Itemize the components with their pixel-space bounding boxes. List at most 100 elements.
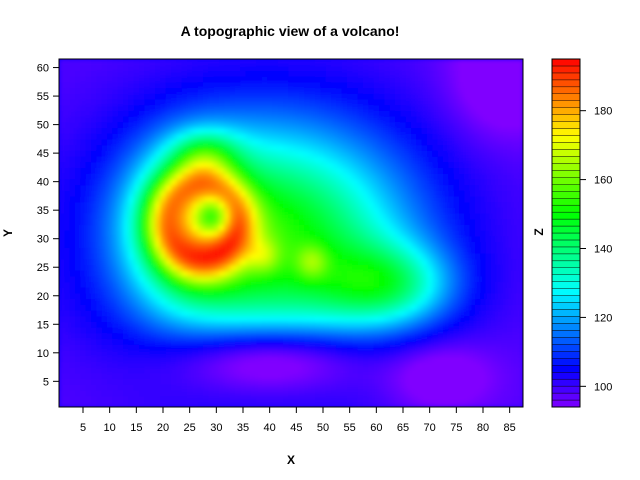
heatmap-cell [491,401,497,407]
heatmap-cell [75,252,81,260]
heatmap-cell [320,173,327,180]
heatmap-cell [85,207,92,214]
heatmap-cell [315,104,321,111]
heatmap-cell [293,87,300,94]
heatmap-cell [357,133,364,140]
heatmap-cell [331,395,337,402]
heatmap-cell [149,110,156,117]
heatmap-cell [384,367,391,374]
heatmap-cell [336,218,343,226]
heatmap-cell [491,224,497,231]
heatmap-cell [480,304,487,311]
heatmap-cell [187,195,193,203]
heatmap-cell [373,292,380,300]
heatmap-cell [203,298,209,305]
heatmap-cell [277,241,284,248]
heatmap-cell [235,87,241,94]
heatmap-cell [117,395,124,402]
heatmap-cell [309,247,316,254]
heatmap-cell [432,161,439,168]
heatmap-cell [405,70,412,77]
heatmap-cell [389,70,396,77]
heatmap-cell [165,167,172,174]
heatmap-cell [139,127,145,134]
heatmap-cell [149,133,156,140]
heatmap-cell [245,178,252,186]
heatmap-cell [128,195,135,203]
heatmap-cell [224,378,231,385]
heatmap-cell [299,133,305,140]
heatmap-cell [256,201,263,208]
heatmap-cell [240,287,247,294]
heatmap-cell [176,401,183,407]
heatmap-cell [315,247,321,254]
heatmap-cell [293,332,300,340]
heatmap-cell [480,315,487,323]
heatmap-cell [75,104,81,111]
heatmap-cell [485,155,492,163]
heatmap-cell [160,338,167,345]
heatmap-cell [91,116,97,123]
heatmap-cell [85,241,92,248]
heatmap-cell [208,64,215,71]
heatmap-cell [459,178,465,186]
heatmap-cell [176,207,183,214]
heatmap-cell [459,104,465,111]
heatmap-cell [160,70,167,77]
heatmap-cell [155,70,161,77]
heatmap-cell [480,195,487,203]
heatmap-cell [427,230,433,237]
heatmap-cell [363,252,369,260]
heatmap-cell [315,275,321,283]
heatmap-cell [91,315,97,323]
heatmap-cell [379,315,385,323]
heatmap-cell [272,150,279,157]
heatmap-cell [395,218,401,226]
heatmap-cell [187,59,193,66]
heatmap-cell [416,207,423,214]
heatmap-cell [368,315,375,323]
heatmap-cell [421,315,428,323]
heatmap-cell [123,184,129,191]
heatmap-cell [309,287,316,294]
heatmap-cell [325,304,332,311]
heatmap-cell [288,138,295,146]
heatmap-cell [448,355,455,362]
heatmap-cell [219,349,225,357]
heatmap-cell [176,93,183,100]
heatmap-cell [224,264,231,271]
heatmap-cell [347,264,353,271]
heatmap-cell [331,116,337,123]
heatmap-cell [363,59,369,66]
heatmap-cell [283,292,289,300]
heatmap-cell [187,155,193,163]
heatmap-cell [277,252,284,260]
heatmap-cell [304,76,311,83]
heatmap-cell [267,201,273,208]
heatmap-cell [187,281,193,288]
heatmap-cell [112,384,119,391]
heatmap-cell [69,338,76,345]
heatmap-cell [181,389,188,397]
heatmap-cell [336,87,343,94]
heatmap-cell [69,116,76,123]
heatmap-cell [165,173,172,180]
heatmap-cell [331,207,337,214]
heatmap-cell [325,173,332,180]
heatmap-cell [101,93,108,100]
heatmap-cell [443,384,449,391]
heatmap-cell [325,389,332,397]
heatmap-cell [64,230,71,237]
heatmap-cell [293,384,300,391]
heatmap-cell [123,247,129,254]
heatmap-cell [491,258,497,265]
heatmap-cell [485,167,492,174]
heatmap-cell [421,327,428,334]
heatmap-cell [475,310,481,317]
heatmap-cell [432,281,439,288]
heatmap-cell [288,121,295,129]
heatmap-cell [379,121,385,129]
heatmap-cell [416,201,423,208]
heatmap-cell [267,59,273,66]
heatmap-cell [341,64,348,71]
